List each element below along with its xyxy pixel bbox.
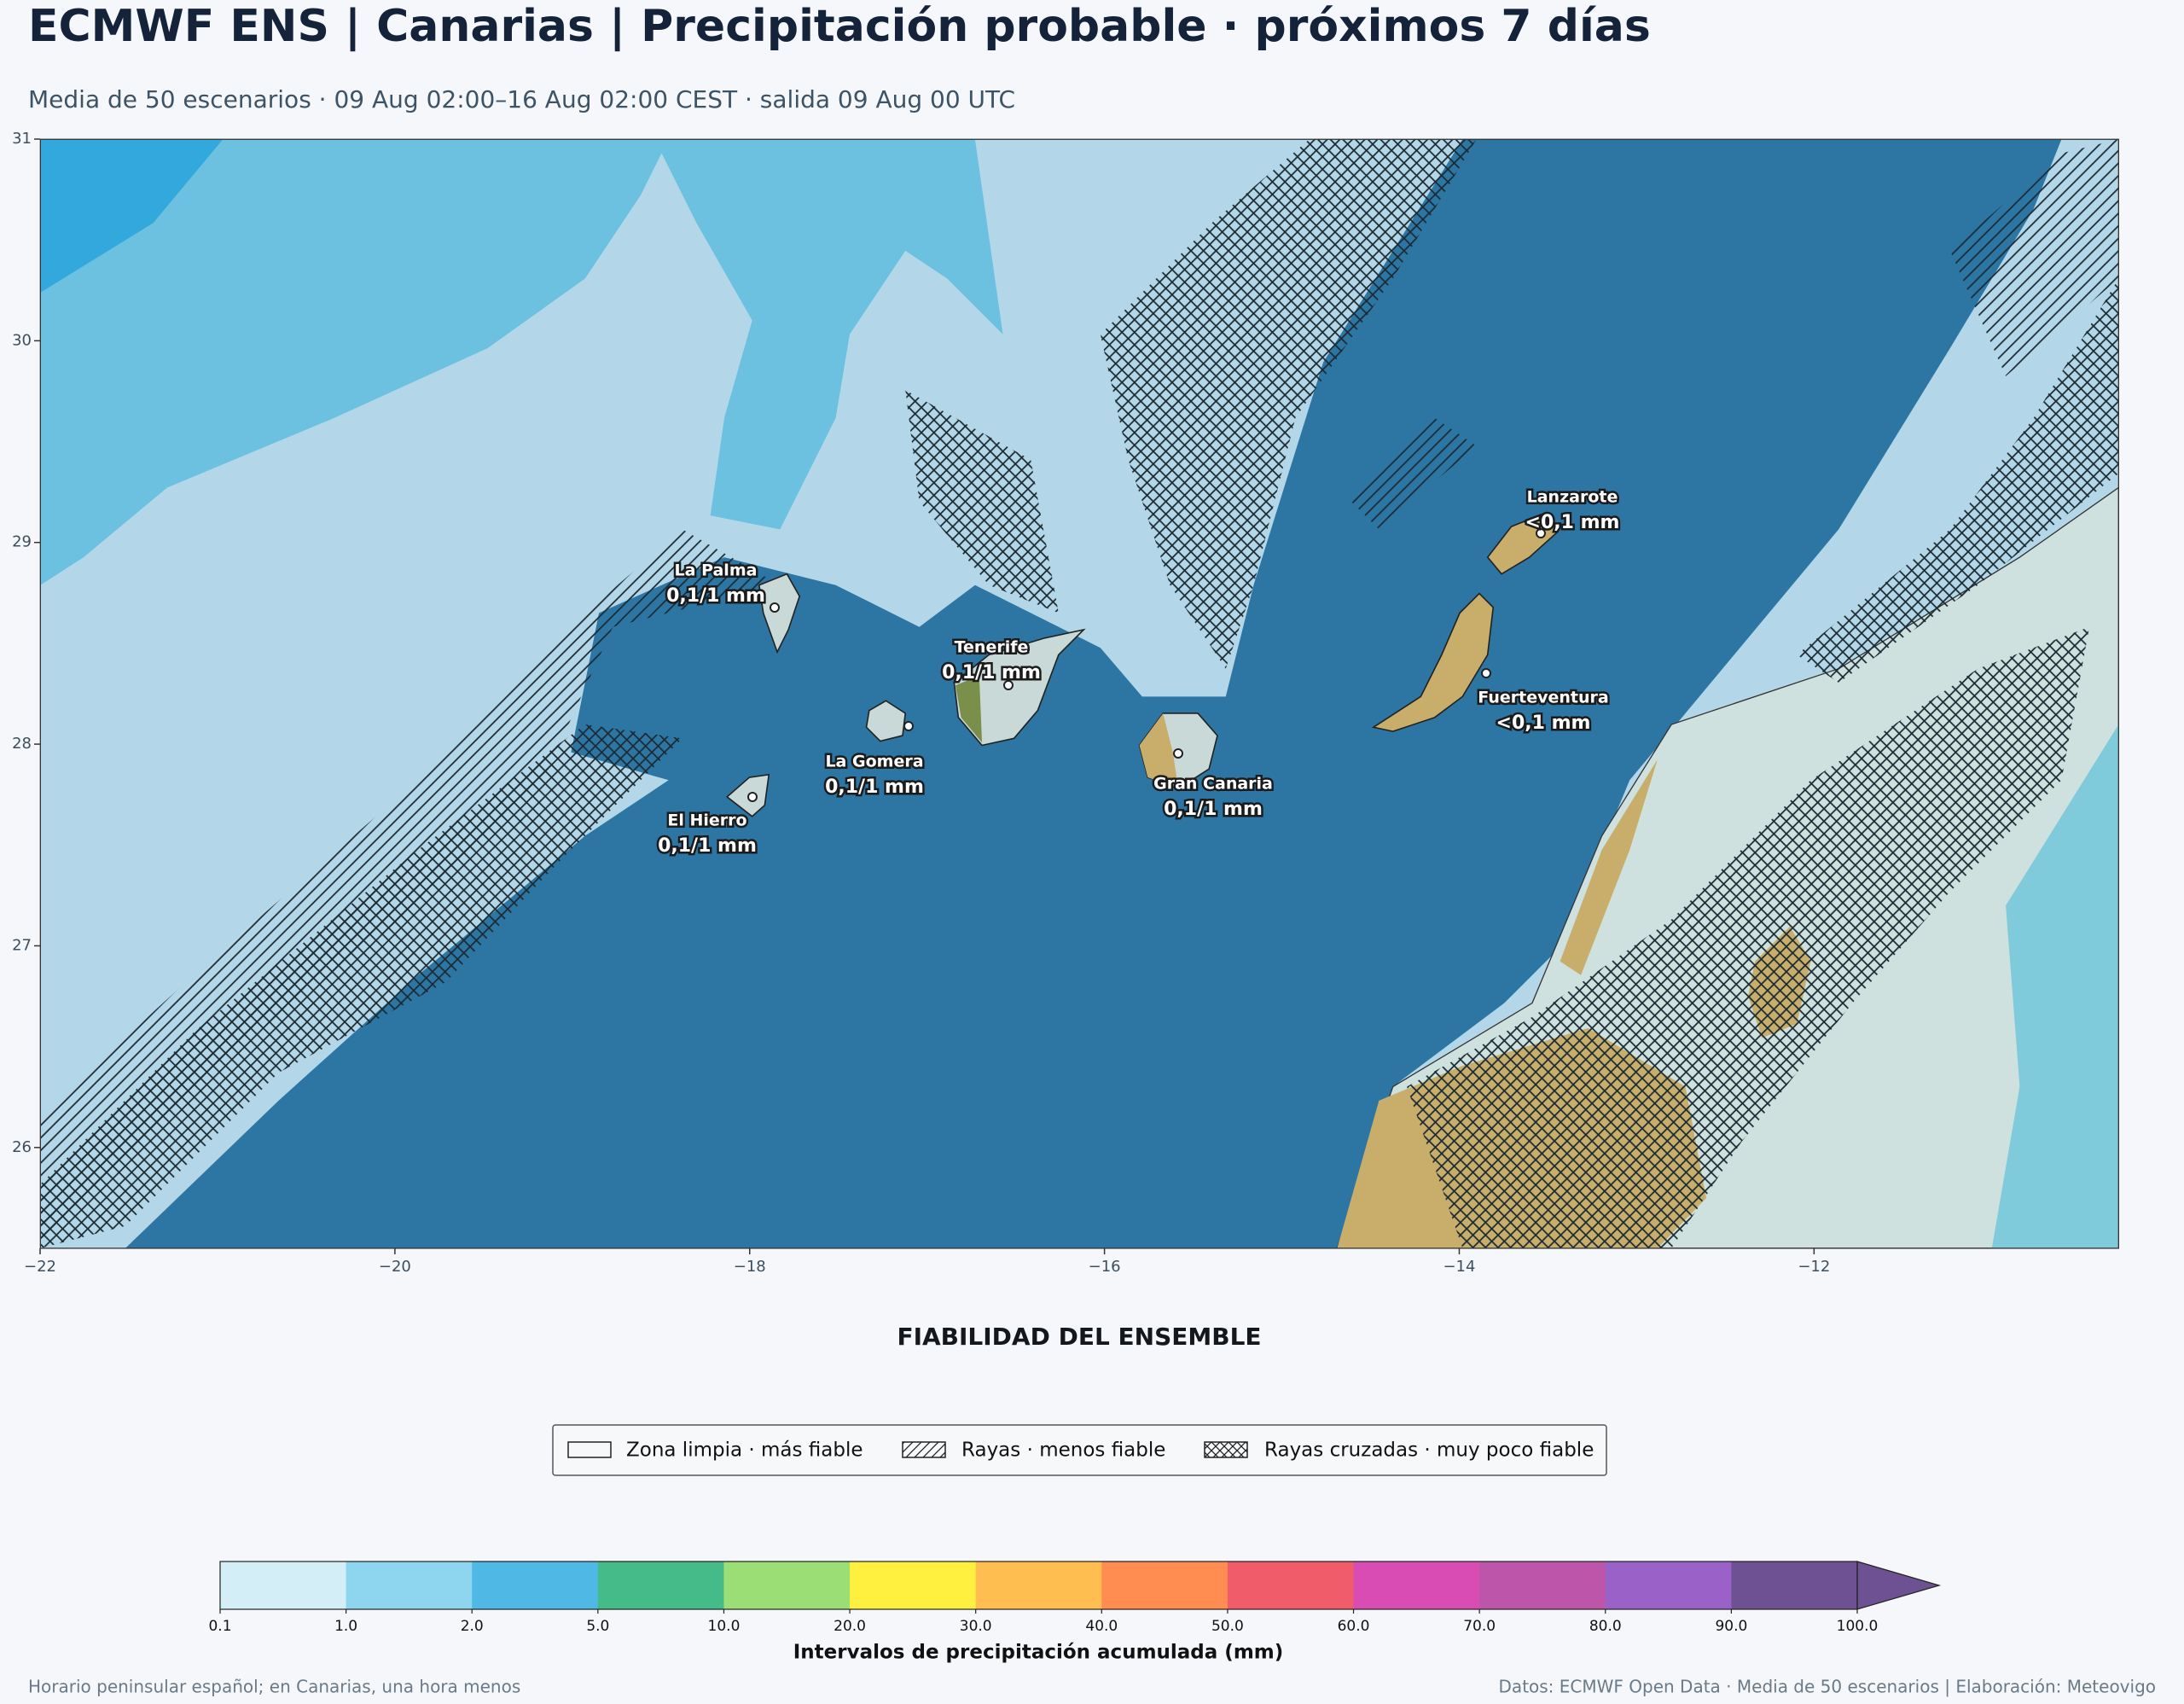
legend-swatch bbox=[902, 1441, 946, 1458]
island-name: La Gomera bbox=[825, 753, 923, 771]
island-value: 0,1/1 mm bbox=[942, 662, 1041, 683]
colorbar-bin bbox=[975, 1562, 1102, 1609]
y-tick-label: 27 bbox=[12, 936, 32, 954]
island-name: La Palma bbox=[675, 561, 758, 580]
island-name: Fuerteventura bbox=[1478, 689, 1608, 707]
colorbar-bin bbox=[723, 1562, 851, 1609]
island-name: Gran Canaria bbox=[1153, 775, 1273, 794]
y-tick-label: 31 bbox=[12, 130, 32, 148]
x-tick-label: −12 bbox=[1798, 1258, 1830, 1276]
subtitle: Media de 50 escenarios · 09 Aug 02:00–16… bbox=[28, 85, 1015, 113]
colorbar-tick-label: 0.1 bbox=[208, 1618, 231, 1635]
relief bbox=[1139, 712, 1179, 789]
colorbar-tick-label: 100.0 bbox=[1837, 1618, 1879, 1635]
footer-right: Datos: ECMWF Open Data · Media de 50 esc… bbox=[1499, 1677, 2156, 1697]
island-marker bbox=[1003, 680, 1014, 690]
colorbar-label: Intervalos de precipitación acumulada (m… bbox=[793, 1642, 1284, 1664]
island bbox=[758, 573, 801, 654]
hatch-cross bbox=[1100, 139, 1477, 669]
y-tick-label: 28 bbox=[12, 735, 32, 753]
precip-area bbox=[1991, 724, 2119, 1248]
island-value: 0,1/1 mm bbox=[666, 585, 765, 607]
map bbox=[39, 138, 2119, 1249]
colorbar-bin bbox=[850, 1562, 977, 1609]
relief bbox=[1560, 759, 1658, 975]
colorbar-tick-label: 80.0 bbox=[1589, 1618, 1622, 1635]
colorbar-tick-label: 1.0 bbox=[334, 1618, 357, 1635]
island-marker bbox=[1481, 668, 1491, 678]
island-name: Lanzarote bbox=[1527, 488, 1618, 507]
colorbar-bin bbox=[1731, 1562, 1858, 1609]
hatch-cross bbox=[1797, 278, 2119, 683]
colorbar-frame bbox=[219, 1561, 1858, 1610]
legend-swatch bbox=[1204, 1441, 1248, 1458]
colorbar-extend bbox=[1856, 1561, 1942, 1610]
island-name: Tenerife bbox=[955, 638, 1029, 657]
colorbar-bin bbox=[220, 1562, 347, 1609]
legend-entry: Zona limpia · más fiable bbox=[626, 1439, 863, 1462]
y-tick-label: 29 bbox=[12, 533, 32, 551]
colorbar-tick-label: 60.0 bbox=[1338, 1618, 1370, 1635]
colorbar-tick-label: 40.0 bbox=[1085, 1618, 1118, 1635]
island-value: <0,1 mm bbox=[1496, 712, 1591, 734]
hatch-diagonal bbox=[1949, 139, 2119, 376]
colorbar-tick-label: 5.0 bbox=[586, 1618, 609, 1635]
island-marker bbox=[770, 602, 780, 613]
colorbar-bin bbox=[1479, 1562, 1606, 1609]
island-marker bbox=[1173, 748, 1183, 759]
relief bbox=[956, 675, 983, 743]
colorbar-tick-label: 70.0 bbox=[1463, 1618, 1496, 1635]
legend-title: FIABILIDAD DEL ENSEMBLE bbox=[897, 1323, 1261, 1351]
precip-area bbox=[40, 139, 669, 585]
island bbox=[1486, 511, 1559, 575]
x-tick-label: −16 bbox=[1089, 1258, 1121, 1276]
island-marker bbox=[747, 792, 758, 802]
colorbar-bin bbox=[1605, 1562, 1732, 1609]
precip-area bbox=[40, 139, 224, 293]
colorbar-bin bbox=[472, 1562, 599, 1609]
footer-left: Horario peninsular español; en Canarias,… bbox=[28, 1677, 520, 1697]
colorbar-bin bbox=[1227, 1562, 1355, 1609]
legend-entry: Rayas · menos fiable bbox=[961, 1439, 1165, 1462]
island-value: <0,1 mm bbox=[1525, 512, 1620, 533]
island bbox=[1371, 592, 1495, 733]
colorbar-tick-label: 90.0 bbox=[1715, 1618, 1747, 1635]
colorbar-tick-label: 20.0 bbox=[834, 1618, 866, 1635]
island bbox=[865, 700, 907, 742]
island-marker bbox=[1536, 528, 1546, 538]
colorbar-tick-label: 30.0 bbox=[960, 1618, 992, 1635]
x-tick-label: −22 bbox=[24, 1258, 56, 1276]
hatch-cross bbox=[905, 390, 1059, 614]
x-tick-label: −20 bbox=[379, 1258, 411, 1276]
colorbar-bin bbox=[1101, 1562, 1228, 1609]
legend-entry: Rayas cruzadas · muy poco fiable bbox=[1264, 1439, 1594, 1462]
y-tick-label: 30 bbox=[12, 331, 32, 349]
island-value: 0,1/1 mm bbox=[658, 835, 757, 857]
hatch-cross bbox=[40, 724, 683, 1248]
island-name: El Hierro bbox=[667, 811, 746, 830]
colorbar-tick-label: 50.0 bbox=[1211, 1618, 1244, 1635]
sea-dark bbox=[125, 139, 2062, 1248]
precip-area bbox=[654, 139, 1003, 530]
colorbar-bin bbox=[346, 1562, 473, 1609]
colorbar-bin bbox=[597, 1562, 724, 1609]
x-tick-label: −14 bbox=[1443, 1258, 1475, 1276]
island bbox=[953, 628, 1086, 747]
legend-swatch bbox=[567, 1441, 612, 1458]
colorbar-bin bbox=[1353, 1562, 1480, 1609]
colorbar-tick-label: 10.0 bbox=[708, 1618, 741, 1635]
colorbar-tick-label: 2.0 bbox=[461, 1618, 484, 1635]
y-tick-label: 26 bbox=[12, 1138, 32, 1156]
island-marker bbox=[903, 721, 914, 731]
map-frame bbox=[39, 138, 2119, 1249]
island-value: 0,1/1 mm bbox=[1164, 799, 1263, 820]
x-tick-label: −18 bbox=[734, 1258, 766, 1276]
hatch-cross bbox=[1407, 626, 2090, 1248]
title: ECMWF ENS | Canarias | Precipitación pro… bbox=[28, 1, 1651, 52]
legend-box bbox=[552, 1424, 1607, 1476]
hatch-diagonal bbox=[1350, 417, 1477, 530]
island-value: 0,1/1 mm bbox=[825, 776, 924, 798]
